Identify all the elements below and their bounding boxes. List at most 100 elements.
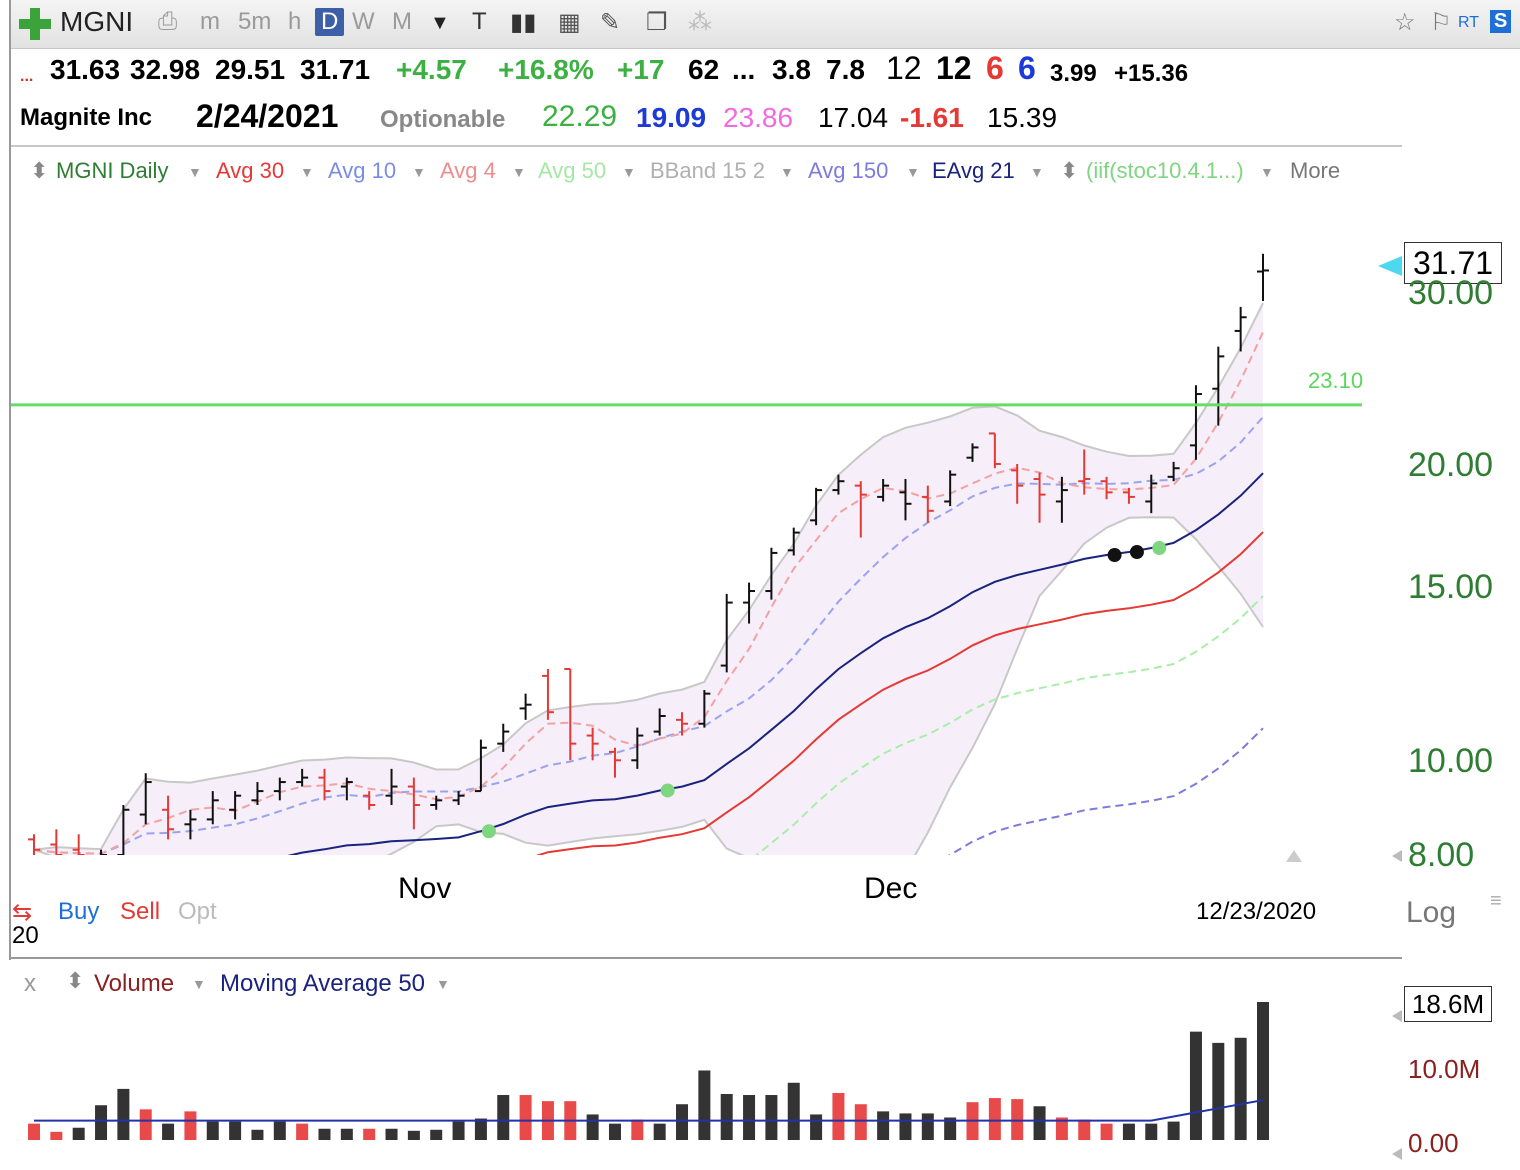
volume-bar	[854, 1104, 867, 1140]
chevron-down-icon[interactable]: ▼	[622, 164, 636, 180]
avg30-line	[535, 531, 1264, 855]
volume-bar	[765, 1095, 778, 1140]
volume-bar	[273, 1121, 286, 1140]
volume-bar	[653, 1123, 666, 1140]
star-icon[interactable]: ☆	[1394, 9, 1416, 36]
legend-item-avg4[interactable]: Avg 4	[440, 158, 496, 183]
price-tick-20: 20.00	[1408, 446, 1494, 484]
volume-bar	[363, 1128, 376, 1140]
volume-bar	[1167, 1121, 1180, 1140]
volume-bar	[1257, 1002, 1269, 1140]
legend-item-eavg21[interactable]: EAvg 21	[932, 158, 1015, 183]
legend-item-avg30[interactable]: Avg 30	[216, 158, 285, 183]
timeframe-month[interactable]: M	[392, 8, 412, 35]
change-value: +4.57	[396, 54, 467, 85]
timeframe-day[interactable]: D	[315, 8, 345, 36]
legend-item-avg50[interactable]: Avg 50	[538, 158, 607, 183]
chevron-down-icon[interactable]: ▼	[906, 164, 920, 180]
log-toggle[interactable]: Log	[1406, 896, 1457, 929]
chevron-down-icon[interactable]: ▼	[436, 976, 450, 992]
chevron-down-icon[interactable]: ▼	[300, 164, 314, 180]
drag-handle-icon[interactable]: ⬍	[1060, 158, 1079, 183]
volume-bar	[407, 1130, 420, 1140]
close-icon[interactable]: x	[24, 970, 36, 997]
legend-item-stoc[interactable]: (iif(stoc10.4.1...)	[1086, 158, 1244, 183]
stat-value-5: 12	[886, 50, 922, 86]
symbol-field[interactable]: MGNI	[60, 6, 134, 37]
volume-bar	[251, 1129, 264, 1140]
x-label-dec: Dec	[864, 872, 918, 905]
timeframe-minute[interactable]: m	[200, 8, 220, 35]
stat-value-8: 6	[1018, 50, 1036, 86]
volume-bar	[877, 1111, 890, 1140]
stat-value-3: 3.8	[772, 54, 811, 85]
legend-item-bband[interactable]: BBand 15 2	[650, 158, 765, 183]
volume-bar	[206, 1121, 219, 1140]
more-button[interactable]: More	[1290, 158, 1341, 183]
sell-button[interactable]: Sell	[120, 898, 161, 925]
legend-item-avg150[interactable]: Avg 150	[808, 158, 889, 183]
plot-area	[28, 253, 1269, 855]
volume-bar	[184, 1111, 197, 1140]
chevron-down-icon[interactable]: ▼	[412, 164, 426, 180]
print-icon[interactable]: ⎙	[158, 8, 178, 35]
flag-icon[interactable]: ⚐	[1430, 9, 1452, 36]
volume-bar	[810, 1114, 823, 1140]
trade-arrows-icon[interactable]: ⇆	[12, 899, 33, 926]
share-icon[interactable]: ⁂	[688, 9, 712, 36]
volume-ma-label[interactable]: Moving Average 50	[220, 970, 426, 997]
volume-bar	[117, 1088, 130, 1140]
avg4-line	[33, 331, 1264, 855]
rt-label[interactable]: RT	[1458, 14, 1480, 31]
company-name: Magnite Inc	[20, 104, 153, 131]
timeframe-hour[interactable]: h	[288, 8, 302, 35]
volume-bar	[162, 1123, 175, 1140]
volume-bar	[944, 1117, 957, 1140]
volume-bar	[608, 1123, 621, 1140]
layers-icon[interactable]: ❐	[646, 9, 668, 36]
close-value: 31.71	[300, 54, 371, 85]
stat-s4: 17.04	[818, 102, 889, 133]
drag-handle-icon[interactable]: ⬍	[30, 158, 49, 183]
chevron-down-icon[interactable]: ▼	[430, 12, 450, 34]
legend-item-price[interactable]: MGNI Daily	[56, 158, 169, 183]
stat-value-7: 6	[986, 50, 1004, 86]
volume-bar	[296, 1123, 309, 1140]
opt-button[interactable]: Opt	[178, 898, 217, 925]
chevron-down-icon[interactable]: ▼	[780, 164, 794, 180]
chevron-down-icon[interactable]: ▼	[1030, 164, 1044, 180]
stat-value-4: 7.8	[826, 54, 865, 85]
price-tick-8: 8.00	[1408, 836, 1475, 874]
volume-bar	[631, 1119, 644, 1140]
text-icon[interactable]: T	[472, 8, 487, 35]
add-icon[interactable]	[16, 4, 56, 44]
bar-chart-icon[interactable]: ▮▮	[510, 9, 537, 36]
signal-dot	[1129, 545, 1144, 560]
chevron-down-icon[interactable]: ▼	[1260, 164, 1274, 180]
volume-label[interactable]: Volume	[94, 970, 175, 997]
timeframe-week[interactable]: W	[352, 8, 375, 35]
stat-value-10: +15.36	[1114, 60, 1189, 87]
volume-tick-10m: 10.0M	[1408, 1054, 1481, 1084]
date-label: 12/23/2020	[1196, 898, 1317, 925]
chevron-down-icon[interactable]: ▼	[192, 976, 206, 992]
buy-button[interactable]: Buy	[58, 898, 100, 925]
s-button[interactable]: S	[1490, 10, 1512, 33]
grid-icon[interactable]: ▦	[558, 9, 581, 36]
volume-bar	[430, 1129, 443, 1140]
timeframe-5min[interactable]: 5m	[238, 8, 272, 35]
stat-s3: 23.86	[723, 102, 794, 133]
volume-bar	[139, 1109, 152, 1140]
volume-bar	[1189, 1031, 1202, 1140]
menu-icon[interactable]: ≡	[1490, 890, 1502, 912]
stat-value-9: 3.99	[1050, 60, 1097, 87]
pencil-icon[interactable]: ✎	[600, 9, 621, 36]
bband-upper-line	[33, 302, 1264, 851]
drag-handle-icon[interactable]: ⬍	[66, 968, 85, 993]
volume-bar	[72, 1127, 85, 1140]
legend-item-avg10[interactable]: Avg 10	[328, 158, 397, 183]
signal-dot	[660, 783, 675, 798]
x-label-nov: Nov	[398, 872, 452, 905]
chevron-down-icon[interactable]: ▼	[512, 164, 526, 180]
chevron-down-icon[interactable]: ▼	[188, 164, 202, 180]
